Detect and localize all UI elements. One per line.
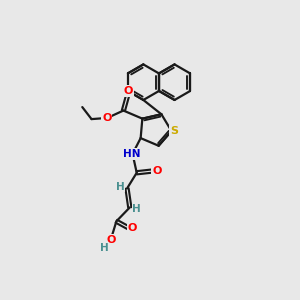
Text: O: O bbox=[102, 113, 112, 123]
Text: H: H bbox=[116, 182, 124, 192]
Text: O: O bbox=[106, 235, 116, 245]
Text: O: O bbox=[128, 223, 137, 233]
Text: HN: HN bbox=[123, 149, 140, 159]
Text: S: S bbox=[170, 126, 178, 136]
Text: H: H bbox=[100, 243, 108, 253]
Text: H: H bbox=[132, 204, 141, 214]
Text: O: O bbox=[123, 86, 133, 96]
Text: O: O bbox=[152, 166, 161, 176]
